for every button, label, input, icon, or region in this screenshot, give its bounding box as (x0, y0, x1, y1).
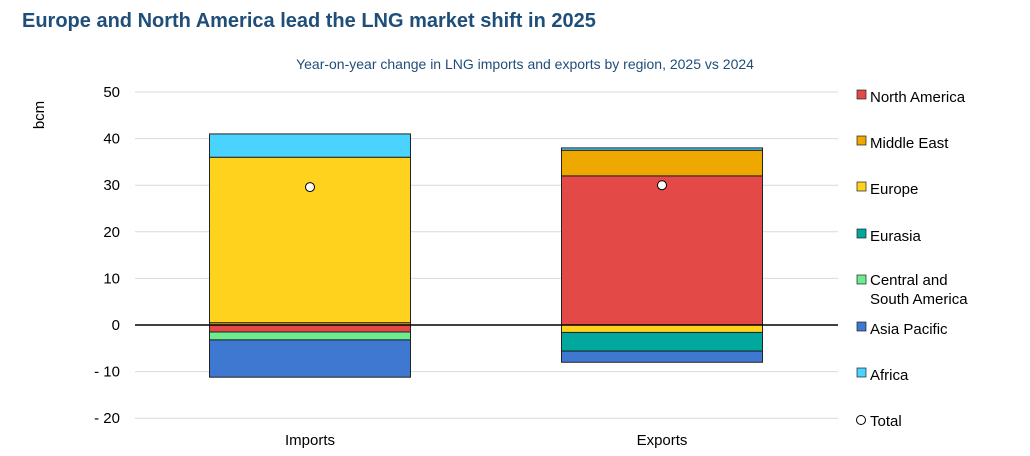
y-axis-label: bcm (31, 101, 48, 129)
legend-label: Africa (870, 367, 909, 384)
y-tick-label: 40 (103, 131, 120, 148)
total-marker (305, 182, 315, 193)
bar-segment-north-america (209, 324, 411, 333)
y-tick-label: 30 (103, 177, 120, 194)
y-tick-label: 50 (103, 84, 120, 101)
bar-segment-africa (561, 147, 763, 151)
legend-label: Europe (870, 181, 918, 198)
bar-segment-eurasia (561, 331, 763, 352)
x-tick-label: Imports (285, 432, 335, 449)
legend-label: Asia Pacific (870, 321, 948, 338)
bar-segment-asia-pacific (209, 339, 411, 378)
x-tick-label: Exports (637, 432, 688, 449)
legend-label: Central and South America (870, 272, 968, 308)
legend-swatch (856, 181, 867, 192)
legend-label: North America (870, 89, 966, 106)
bar-segment-africa (209, 133, 411, 158)
bar-segment-europe (209, 156, 411, 324)
legend-label: Middle East (870, 135, 949, 152)
y-tick-label: 10 (103, 270, 120, 287)
y-tick-label: - 10 (94, 364, 120, 381)
y-tick-label: 20 (103, 224, 120, 241)
y-tick-label: 0 (112, 317, 120, 334)
legend-swatch (856, 367, 867, 378)
legend-swatch (856, 321, 867, 332)
chart-title: Europe and North America lead the LNG ma… (22, 10, 596, 32)
legend-swatch (856, 274, 867, 285)
bar-segment-central-and-south-america (209, 331, 411, 341)
legend-label: Total (870, 413, 902, 430)
bar-segment-north-america (561, 175, 763, 326)
legend-swatch (856, 135, 867, 146)
bar-segment-europe (561, 324, 763, 333)
total-marker (657, 180, 667, 191)
y-tick-label: - 20 (94, 410, 120, 427)
bar-segment-asia-pacific (561, 350, 763, 363)
bar-segment-middle-east (561, 149, 763, 177)
legend-total-marker (856, 415, 866, 425)
legend-swatch (856, 228, 867, 239)
chart-subtitle: Year-on-year change in LNG imports and e… (296, 56, 754, 72)
legend-label: Eurasia (870, 228, 922, 245)
legend-swatch (856, 89, 867, 100)
